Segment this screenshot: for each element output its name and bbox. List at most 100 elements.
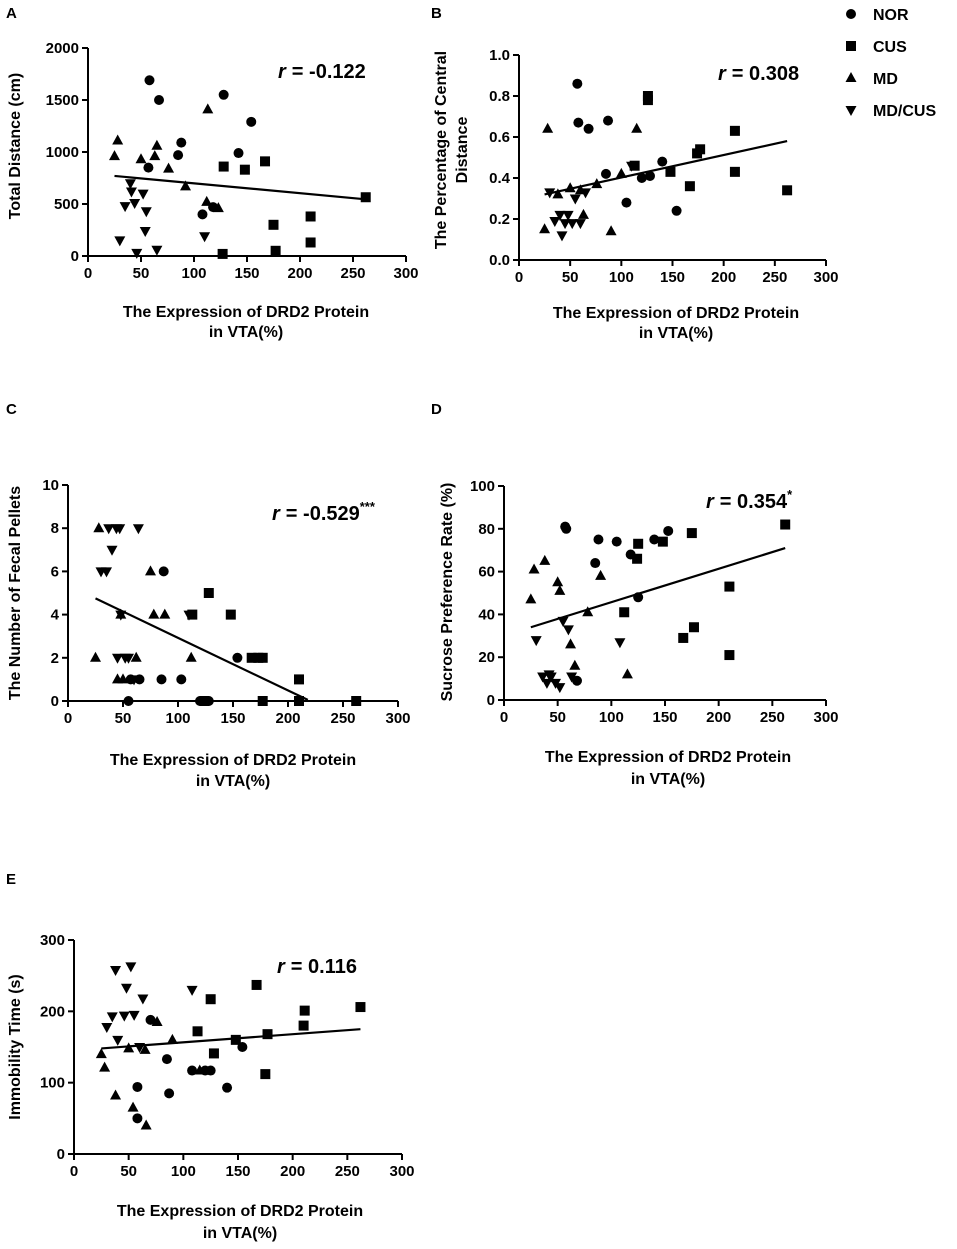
data-point-md — [539, 223, 551, 234]
data-point-nor — [621, 197, 632, 208]
data-point-md — [135, 153, 147, 164]
x-tick-label: 0 — [84, 265, 92, 282]
data-point-cus — [684, 181, 695, 192]
data-point-md-cus — [128, 675, 140, 686]
axes: 0 50 100 150 200 250 300 0 500 1000 1500 2000 — [46, 40, 419, 282]
data-point-cus — [260, 1069, 271, 1080]
data-point-md — [163, 162, 175, 173]
x-tick-label: 0 — [500, 709, 508, 726]
data-point-cus — [688, 622, 699, 633]
correlation-value: = 0.116 — [291, 956, 357, 978]
data-point-md — [130, 651, 142, 662]
data-point-md — [112, 673, 123, 684]
data-point-nor — [593, 534, 604, 545]
correlation-label: r = 0.308 — [718, 63, 799, 85]
y-tick-label: 1.0 — [489, 47, 510, 64]
data-point-md-cus — [199, 232, 211, 243]
data-point-md — [539, 554, 551, 565]
data-point-cus — [208, 1048, 219, 1059]
correlation-value: = 0.308 — [732, 63, 799, 85]
data-point-md-cus — [124, 179, 136, 190]
data-point-md — [552, 188, 564, 199]
data-point-cus — [665, 166, 676, 177]
data-point-cus — [642, 95, 653, 106]
data-point-md — [202, 103, 214, 114]
regression-line — [101, 1028, 361, 1050]
panel-c: C 0 50 100 150 200 250 300 0 2 4 6 8 10 r = -0.529***… — [6, 401, 411, 790]
data-point-md — [565, 638, 577, 649]
data-point-nor — [144, 75, 155, 86]
y-axis-title: Sucrose Preference Rate (%) — [439, 483, 456, 702]
data-point-cus — [268, 219, 279, 230]
panel-letter: E — [6, 871, 16, 888]
y-axis-title: The Number of Fecal Pellets — [7, 486, 24, 700]
data-point-md — [582, 606, 594, 617]
data-point-nor — [657, 156, 668, 167]
legend-label: NOR — [873, 7, 909, 24]
y-tick-label: 0 — [51, 693, 59, 710]
legend-item-md-cus: MD/CUS — [845, 103, 936, 120]
x-tick-label: 150 — [234, 265, 259, 282]
data-point-md-cus — [131, 248, 143, 259]
data-point-cus — [203, 588, 214, 598]
x-tick-label: 100 — [181, 265, 206, 282]
panel-letter: C — [6, 401, 17, 418]
x-tick-label: 250 — [760, 709, 785, 726]
data-point-nor — [671, 205, 682, 216]
data-point-md-cus — [120, 983, 132, 994]
data-point-nor — [572, 78, 583, 89]
data-point-cus — [633, 538, 644, 549]
data-point-nor — [197, 209, 208, 220]
x-tick-label: 300 — [393, 265, 418, 282]
data-point-nor — [176, 674, 187, 685]
data-point-nor — [233, 148, 244, 159]
data-point-md-cus — [118, 1011, 130, 1022]
data-point-md — [112, 134, 124, 145]
data-point-md-cus — [626, 161, 638, 172]
data-point-md — [552, 576, 564, 587]
x-tick-label: 50 — [549, 709, 566, 726]
y-axis-title-line-1: The Percentage of Central — [433, 51, 450, 249]
legend-label: MD — [873, 71, 898, 88]
y-tick-label: 0.4 — [489, 170, 511, 187]
data-point-md — [201, 195, 213, 206]
data-point-md — [140, 1119, 152, 1130]
x-axis-title-line-1: The Expression of DRD2 Protein — [545, 749, 791, 766]
y-tick-label: 6 — [51, 563, 59, 580]
data-point-md-cus — [614, 638, 626, 649]
y-tick-label: 0.2 — [489, 211, 510, 228]
x-tick-label: 250 — [762, 269, 787, 286]
x-tick-label: 100 — [171, 1163, 196, 1180]
data-point-md-cus — [183, 610, 195, 621]
data-point-md-cus — [151, 245, 163, 256]
data-point-nor — [205, 1065, 216, 1076]
data-point-md-cus — [112, 653, 123, 664]
data-point-md-cus — [541, 678, 553, 689]
data-point-md-cus — [549, 217, 561, 228]
regression-line — [95, 597, 309, 701]
data-point-md — [212, 202, 224, 213]
x-tick-label: 200 — [280, 1163, 305, 1180]
y-tick-label: 0 — [57, 1146, 65, 1163]
axes: 0 50 100 150 200 250 300 0.0 0.2 0.4 0.6 0.8 1.0 — [489, 47, 838, 286]
data-point-cus — [686, 528, 697, 539]
data-point-md — [110, 1089, 122, 1100]
x-tick-label: 100 — [609, 269, 634, 286]
data-point-cus — [192, 1026, 203, 1037]
data-point-md-cus — [128, 1010, 140, 1021]
x-tick-label: 0 — [515, 269, 523, 286]
data-marks — [95, 962, 366, 1130]
data-point-md-cus — [114, 236, 126, 247]
x-tick-label: 50 — [120, 1163, 137, 1180]
legend-marker-nor — [846, 9, 856, 19]
panel-a: A 0 50 100 150 200 250 300 0 500 1000 1500 2000 r = … — [6, 5, 419, 341]
y-tick-label: 1500 — [46, 92, 79, 109]
data-point-nor — [156, 674, 167, 685]
data-point-nor — [158, 566, 169, 577]
legend-item-nor: NOR — [846, 7, 909, 24]
data-point-nor — [603, 115, 614, 126]
x-axis-title-line-1: The Expression of DRD2 Protein — [553, 305, 799, 322]
correlation-label: r = 0.354* — [706, 487, 793, 513]
data-point-md-cus — [114, 524, 126, 535]
